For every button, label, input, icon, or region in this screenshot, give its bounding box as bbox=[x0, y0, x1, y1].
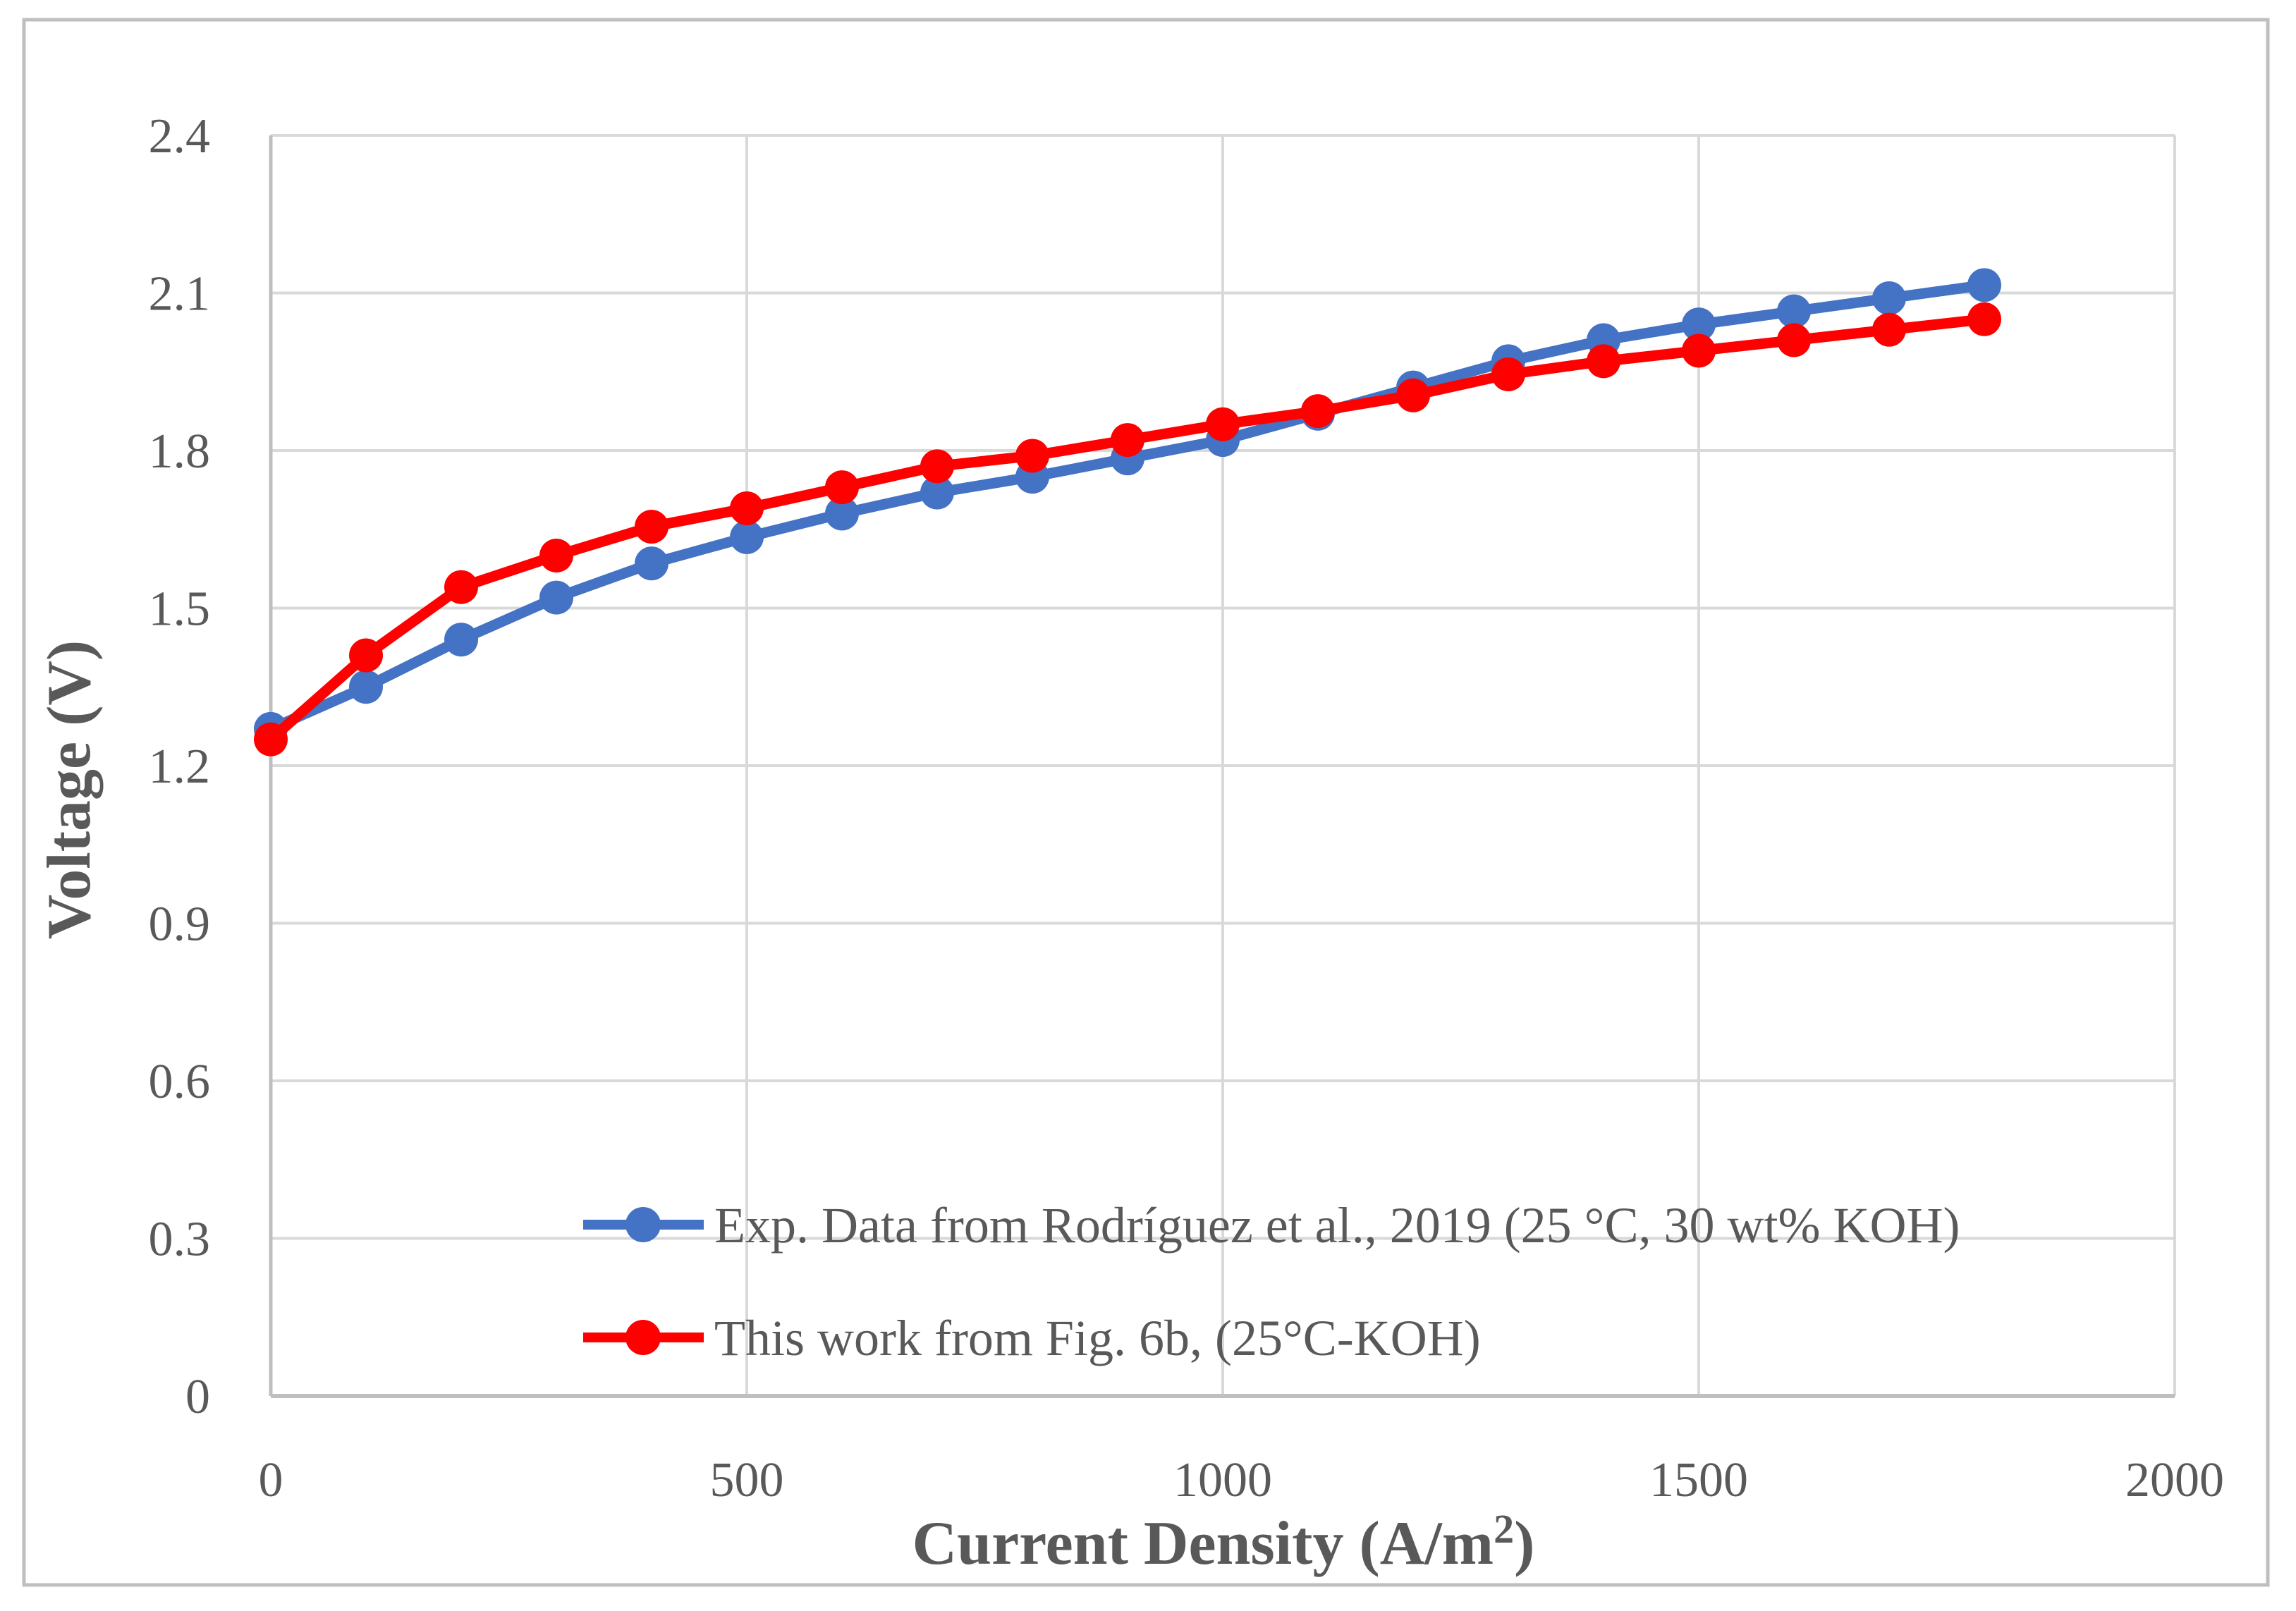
legend: Exp. Data from Rodríguez et al., 2019 (2… bbox=[583, 1197, 1960, 1366]
data-point-s0-x1800 bbox=[1967, 268, 2001, 302]
data-point-s1-x800 bbox=[1015, 439, 1049, 473]
y-tick-label-0: 0 bbox=[185, 1370, 210, 1424]
x-axis-title-main: Current Density (A/m bbox=[912, 1509, 1494, 1578]
data-point-s0-x200 bbox=[444, 623, 478, 657]
data-point-s0-x100 bbox=[349, 670, 383, 704]
x-tick-label-500: 500 bbox=[710, 1453, 784, 1507]
data-point-s0-x600 bbox=[825, 496, 859, 531]
y-tick-label-1.2: 1.2 bbox=[149, 740, 211, 794]
data-point-s1-x0 bbox=[254, 722, 288, 757]
data-point-s0-x1700 bbox=[1872, 281, 1906, 315]
data-point-s0-x700 bbox=[920, 475, 954, 510]
data-point-s0-x1600 bbox=[1777, 294, 1811, 329]
axis-lines bbox=[269, 135, 2175, 1398]
y-tick-label-0.3: 0.3 bbox=[149, 1213, 211, 1267]
data-point-s1-x100 bbox=[349, 638, 383, 673]
data-point-s1-x1600 bbox=[1777, 323, 1811, 357]
y-tick-label-0.6: 0.6 bbox=[149, 1055, 211, 1109]
data-point-s1-x700 bbox=[920, 449, 954, 484]
data-point-s0-x500 bbox=[730, 520, 764, 554]
data-point-s0-x300 bbox=[539, 580, 573, 615]
x-axis-title-superscript: 2 bbox=[1494, 1506, 1514, 1552]
x-tick-label-1000: 1000 bbox=[1173, 1453, 1272, 1507]
x-axis-title-end: ) bbox=[1514, 1509, 1534, 1578]
x-tick-label-1500: 1500 bbox=[1649, 1453, 1748, 1507]
y-tick-label-0.9: 0.9 bbox=[149, 898, 211, 952]
series-line-1 bbox=[265, 314, 1990, 745]
x-axis-title: Current Density (A/m2) bbox=[912, 1506, 1535, 1578]
data-point-s1-x1500 bbox=[1682, 333, 1716, 368]
legend-label-this-work: This work from Fig. 6b, (25°C-KOH) bbox=[714, 1310, 1481, 1366]
data-point-s1-x400 bbox=[635, 510, 668, 544]
data-point-s1-x200 bbox=[444, 570, 478, 604]
data-point-s1-x600 bbox=[825, 470, 859, 505]
data-point-s0-x400 bbox=[635, 546, 668, 581]
data-point-s0-x1500 bbox=[1682, 307, 1716, 342]
gridlines bbox=[271, 134, 2176, 1396]
legend-item-this-work: This work from Fig. 6b, (25°C-KOH) bbox=[583, 1310, 1481, 1366]
data-point-s1-x500 bbox=[730, 491, 764, 525]
y-axis-title: Voltage (V) bbox=[35, 640, 104, 939]
tick-labels: 0 0.3 0.6 0.9 1.2 1.5 1.8 2.1 2.4 0 500 1000 1500 200… bbox=[149, 109, 2225, 1507]
y-tick-label-2.1: 2.1 bbox=[149, 267, 211, 321]
data-point-s1-x1000 bbox=[1206, 407, 1240, 441]
y-tick-label-2.4: 2.4 bbox=[149, 109, 211, 164]
x-tick-label-0: 0 bbox=[259, 1453, 283, 1507]
series-0 bbox=[254, 268, 2001, 746]
data-point-s1-x1200 bbox=[1396, 378, 1430, 412]
y-tick-label-1.5: 1.5 bbox=[149, 582, 211, 637]
y-tick-label-1.8: 1.8 bbox=[149, 424, 211, 479]
legend-item-exp-data: Exp. Data from Rodríguez et al., 2019 (2… bbox=[583, 1197, 1960, 1254]
figure-border bbox=[22, 18, 2270, 1587]
x-tick-label-2000: 2000 bbox=[2125, 1453, 2224, 1507]
data-point-s1-x300 bbox=[539, 539, 573, 572]
data-point-s1-x1700 bbox=[1872, 312, 1906, 347]
data-point-s1-x1100 bbox=[1301, 394, 1335, 429]
data-point-s1-x1300 bbox=[1491, 357, 1525, 391]
series-layer bbox=[254, 268, 2001, 757]
legend-marker-blue-circle bbox=[625, 1207, 661, 1242]
series-1 bbox=[254, 302, 2001, 757]
legend-label-exp-data: Exp. Data from Rodríguez et al., 2019 (2… bbox=[714, 1197, 1960, 1254]
data-point-s1-x1400 bbox=[1587, 344, 1620, 379]
legend-marker-red-circle bbox=[625, 1320, 661, 1355]
data-point-s1-x1800 bbox=[1967, 302, 2001, 336]
data-point-s1-x900 bbox=[1111, 423, 1144, 458]
